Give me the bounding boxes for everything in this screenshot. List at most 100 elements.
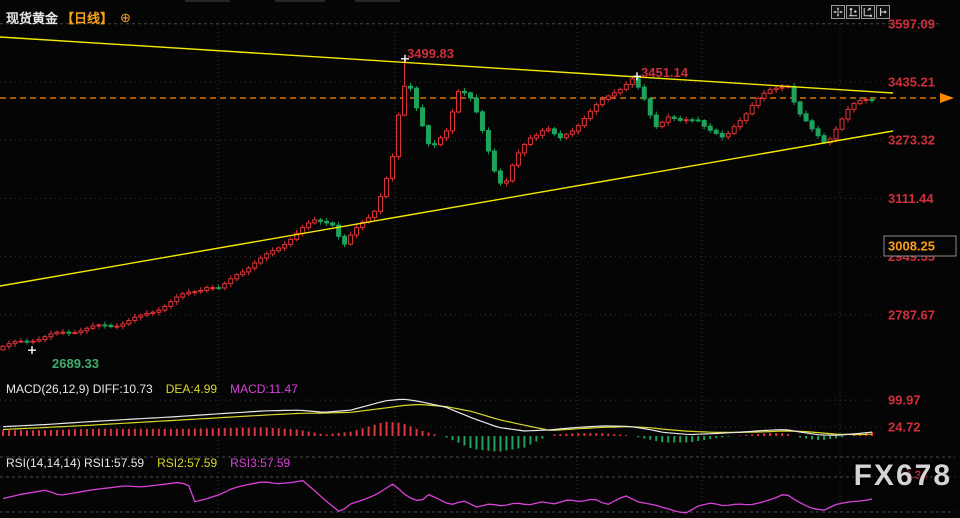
candle-body bbox=[449, 111, 455, 132]
chart-header: 现货黄金 【日线】 ⊕ bbox=[6, 8, 131, 27]
candle-body bbox=[156, 309, 162, 313]
macd-histogram-bar bbox=[799, 436, 802, 438]
candle-body bbox=[192, 291, 198, 294]
macd-histogram-bar bbox=[67, 429, 70, 436]
macd-histogram-bar bbox=[613, 434, 616, 436]
chart-toolbar bbox=[831, 5, 890, 19]
macd-histogram-bar bbox=[811, 436, 814, 440]
descending-resistance-trendline bbox=[0, 36, 894, 94]
candle-body bbox=[707, 125, 713, 131]
macd-histogram-bar bbox=[517, 436, 520, 449]
timeframe-label: 【日线】 bbox=[61, 11, 114, 26]
macd-histogram-bar bbox=[361, 428, 364, 436]
macd-histogram-bar bbox=[151, 428, 154, 436]
candle-body bbox=[485, 129, 491, 152]
macd-histogram-bar bbox=[691, 436, 694, 443]
candle-body bbox=[222, 283, 228, 289]
macd-histogram-bar bbox=[601, 433, 604, 436]
macd-histogram-bar bbox=[211, 428, 214, 436]
candle-body bbox=[408, 85, 414, 89]
macd-histogram-bar bbox=[391, 422, 394, 436]
x-axis-scale-icon[interactable] bbox=[861, 5, 875, 19]
macd-histogram-bar bbox=[217, 428, 220, 436]
macd-histogram-bar bbox=[85, 428, 88, 436]
candle-body bbox=[869, 99, 875, 102]
candle-body bbox=[42, 336, 48, 341]
candle-body bbox=[420, 107, 426, 127]
macd-histogram-bar bbox=[619, 434, 622, 436]
candle-body bbox=[60, 331, 66, 334]
macd-histogram-bar bbox=[841, 436, 844, 438]
candle-body bbox=[108, 324, 114, 328]
macd-histogram-bar bbox=[307, 431, 310, 436]
y-axis-scale-icon[interactable] bbox=[846, 5, 860, 19]
macd-histogram-bar bbox=[751, 434, 754, 436]
candle-body bbox=[767, 89, 773, 94]
macd-histogram-bar bbox=[97, 428, 100, 436]
macd-histogram-bar bbox=[367, 426, 370, 436]
candle-body bbox=[749, 105, 755, 115]
add-indicator-icon[interactable]: ⊕ bbox=[120, 9, 131, 25]
candle-body bbox=[719, 132, 725, 138]
macd-histogram-bar bbox=[2, 430, 4, 436]
candle-body bbox=[24, 340, 30, 343]
macd-histogram-bar bbox=[247, 427, 250, 436]
candle-body bbox=[348, 234, 354, 245]
macd-histogram-bar bbox=[487, 436, 490, 451]
macd-histogram-bar bbox=[607, 433, 610, 436]
candle-body bbox=[455, 90, 461, 113]
macd-histogram-bar bbox=[193, 428, 196, 436]
macd-histogram-bar bbox=[739, 435, 742, 436]
candle-body bbox=[126, 319, 132, 325]
price-axis-label: 2787.67 bbox=[888, 307, 935, 322]
candle-body bbox=[629, 78, 635, 85]
macd-axis-label: 99.97 bbox=[888, 393, 921, 408]
extreme-cross-marker bbox=[28, 346, 36, 355]
macd-histogram-bar bbox=[871, 431, 874, 436]
rsi-line bbox=[2, 479, 873, 514]
candle-body bbox=[432, 143, 438, 146]
macd-histogram-bar bbox=[523, 436, 526, 448]
macd-histogram-bar bbox=[205, 428, 208, 436]
macd-histogram-bar bbox=[13, 430, 16, 436]
candle-body bbox=[264, 253, 270, 259]
macd-histogram-bar bbox=[169, 428, 172, 436]
candle-body bbox=[761, 92, 767, 99]
macd-histogram-bar bbox=[451, 436, 454, 441]
top-edge-artifact bbox=[185, 0, 230, 2]
candle-body bbox=[515, 152, 521, 166]
pan-right-icon[interactable] bbox=[876, 5, 890, 19]
macd-histogram-bar bbox=[469, 436, 472, 449]
boxed-price-label-frame bbox=[883, 235, 957, 257]
macd-histogram-bar bbox=[103, 428, 106, 436]
candle-body bbox=[575, 125, 581, 132]
macd-histogram-bar bbox=[853, 434, 856, 436]
candle-body bbox=[677, 117, 683, 121]
candle-body bbox=[647, 98, 653, 116]
candle-body bbox=[258, 257, 264, 264]
macd-histogram-bar bbox=[805, 436, 808, 439]
macd-histogram-bar bbox=[667, 436, 670, 443]
macd-histogram-bar bbox=[379, 423, 382, 436]
macd-histogram-bar bbox=[475, 436, 478, 450]
macd-hist-value: MACD:11.47 bbox=[230, 382, 298, 396]
macd-histogram-bar bbox=[19, 430, 22, 436]
candle-body bbox=[246, 267, 252, 273]
macd-histogram-bar bbox=[709, 436, 712, 440]
candle-body bbox=[845, 108, 851, 120]
candle-body bbox=[695, 119, 701, 122]
macd-histogram-bar bbox=[253, 427, 256, 436]
macd-histogram-bar bbox=[541, 436, 544, 439]
macd-histogram-bar bbox=[571, 433, 574, 436]
candle-body bbox=[713, 129, 719, 134]
candle-body bbox=[390, 156, 396, 179]
macd-histogram-bar bbox=[121, 428, 124, 436]
candle-body bbox=[306, 222, 312, 228]
candle-body bbox=[779, 86, 785, 89]
candle-body bbox=[396, 114, 402, 158]
crosshair-move-icon[interactable] bbox=[831, 5, 845, 19]
candle-body bbox=[312, 219, 318, 224]
candle-body bbox=[120, 323, 126, 327]
